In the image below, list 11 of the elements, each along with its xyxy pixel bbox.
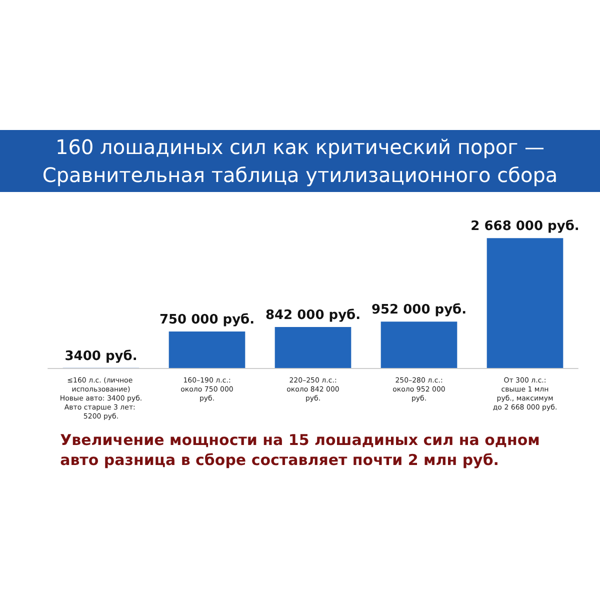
chart-title: 160 лошадиных сил как критический порог — Сравнительная таблица утилизационного сбора: [42, 135, 558, 187]
bar: [380, 322, 458, 368]
data-label: 750 000 руб.: [159, 312, 255, 328]
data-label: 2 668 000 руб.: [470, 219, 580, 234]
bar: [168, 332, 246, 368]
data-label: 3400 руб.: [64, 348, 138, 364]
bar: [486, 238, 564, 368]
data-label: 952 000 руб.: [371, 302, 467, 318]
text: Увеличение мощности на 15 лошадиных сил на одном авто разница в сборе составляет почти 2 млн руб.: [60, 431, 540, 469]
bar: [274, 327, 352, 368]
data-label: 842 000 руб.: [265, 308, 361, 324]
